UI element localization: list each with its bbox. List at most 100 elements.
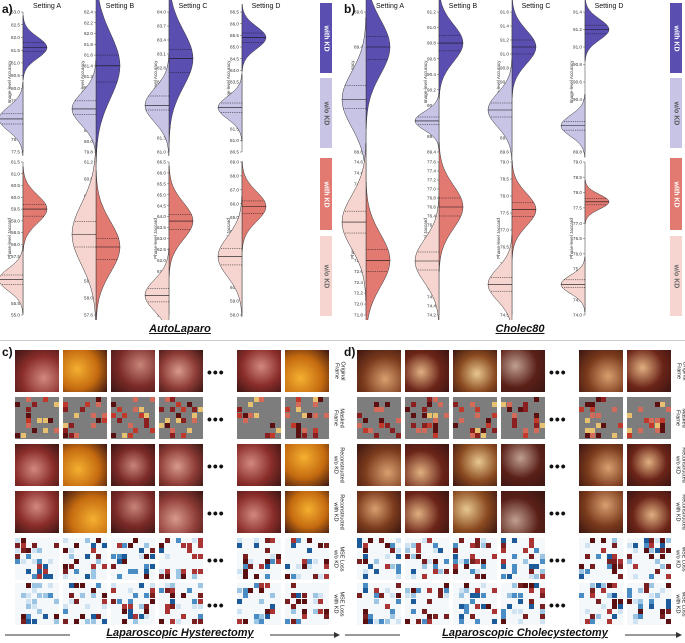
patch [638, 428, 643, 434]
patch [63, 569, 68, 575]
y-axis-label: Phase-level Jaccard [7, 218, 12, 259]
patch [90, 619, 96, 625]
frame-image [627, 444, 671, 486]
y-tick-label: 81.0 [157, 150, 166, 155]
patch [660, 548, 665, 554]
y-tick-label: 84.5 [230, 56, 239, 61]
patch [186, 543, 192, 549]
mse-loss-map [63, 538, 107, 580]
ellipsis: ••• [549, 411, 567, 427]
y-tick-label: 77.5 [11, 150, 20, 155]
y-tick-label: 75.5 [573, 267, 582, 272]
mse-loss-map [405, 538, 449, 580]
patch [612, 407, 617, 413]
violin-plot-2: 84.083.783.483.182.882.582.281.981.681.3… [144, 0, 194, 157]
patch [601, 588, 606, 594]
patch [285, 598, 290, 604]
patch [506, 402, 512, 408]
patch [264, 609, 270, 614]
patch [175, 412, 181, 418]
patch [534, 574, 539, 580]
patch [170, 603, 175, 609]
row-label: Masked Frame [674, 408, 685, 428]
patch [79, 593, 85, 599]
patch [138, 407, 144, 413]
patch [528, 583, 534, 588]
patch [627, 558, 632, 564]
patch [523, 548, 528, 554]
row-label: MSE Loss with KD [332, 591, 345, 617]
y-tick-label: 77.0 [573, 221, 582, 226]
mse-loss-map [357, 583, 401, 625]
patch [590, 588, 595, 594]
y-tick-label: 79.0 [573, 160, 582, 165]
patch [579, 407, 584, 413]
y-tick-label: 74.5 [500, 313, 509, 318]
y-tick-label: 90.4 [573, 97, 582, 102]
patch [192, 574, 197, 580]
patch [475, 433, 480, 439]
patch [595, 433, 601, 439]
patch [312, 397, 318, 402]
patch [432, 433, 438, 439]
y-tick-label: 83.0 [11, 10, 20, 15]
patch [264, 433, 270, 439]
patch [528, 574, 534, 580]
patch [170, 619, 175, 625]
y-tick-label: 72.4 [354, 280, 363, 285]
mse-loss-map [579, 538, 623, 580]
patch [259, 397, 264, 402]
y-tick-label: 77.6 [427, 160, 436, 165]
patch [486, 603, 491, 609]
patch [192, 603, 197, 609]
mse-loss-map [159, 538, 203, 580]
frame-image [159, 491, 203, 533]
patch [654, 402, 660, 408]
patch [133, 538, 138, 543]
patch [539, 609, 545, 614]
patch [632, 564, 638, 569]
mse-loss-map [15, 583, 59, 625]
patch [427, 588, 432, 594]
patch [584, 433, 590, 439]
caption-cholec80: Cholec80 [495, 323, 545, 335]
patch [111, 402, 116, 408]
masked-frame-image [405, 397, 449, 439]
frame-image [405, 350, 449, 392]
patch [480, 603, 486, 609]
patch [133, 614, 138, 620]
row-label: Masked Frame [332, 408, 345, 428]
patch [595, 614, 601, 620]
patch [170, 583, 175, 588]
patch [627, 543, 632, 549]
patch [432, 423, 438, 428]
patch [90, 564, 96, 569]
patch [390, 609, 395, 614]
patch [654, 569, 660, 575]
masked-frame-image [357, 397, 401, 439]
patch [390, 593, 395, 599]
patch [512, 593, 517, 599]
patch [506, 603, 512, 609]
frame-image [453, 350, 497, 392]
y-tick-label: 83.4 [157, 38, 166, 43]
patch [443, 588, 449, 594]
patch [512, 569, 517, 575]
patch [20, 614, 26, 620]
patch [42, 569, 48, 575]
y-tick-label: 66.5 [157, 160, 166, 165]
patch [323, 564, 329, 569]
patch [111, 412, 116, 418]
patch [601, 603, 606, 609]
legend-without-kd-top-b: w/o KD [670, 78, 682, 148]
patch [438, 569, 443, 575]
patch [307, 548, 312, 554]
patch [74, 583, 79, 588]
patch [192, 553, 197, 559]
frame-image [63, 491, 107, 533]
patch [601, 397, 606, 402]
patch [175, 569, 181, 575]
patch [259, 619, 264, 625]
patch [438, 548, 443, 554]
ellipsis: ••• [549, 597, 567, 613]
